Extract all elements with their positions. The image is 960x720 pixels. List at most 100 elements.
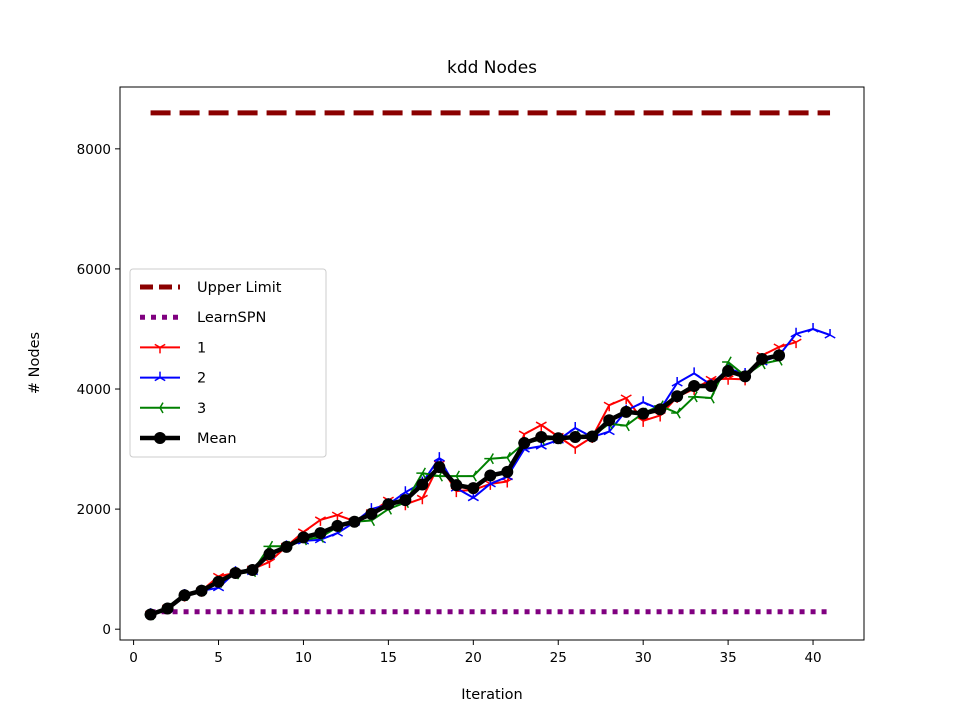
series-mean-point — [722, 365, 735, 378]
series-2-point — [569, 422, 581, 432]
x-tick-label: 10 — [295, 650, 312, 666]
series-2-point — [688, 367, 700, 378]
y-tick-label: 4000 — [77, 382, 111, 398]
series-mean-point — [433, 461, 446, 474]
series-3-point — [467, 470, 477, 482]
series-2-point — [603, 425, 615, 436]
series-3-point — [501, 451, 511, 464]
series-1-point — [637, 417, 649, 427]
series-1-point — [620, 394, 632, 405]
legend-marker — [154, 432, 166, 444]
series-3-point — [671, 407, 681, 419]
series-mean — [144, 349, 786, 621]
x-tick-label: 30 — [635, 650, 652, 666]
series-mean-point — [331, 519, 344, 532]
series-mean-point — [365, 507, 378, 520]
series-mean-point — [552, 432, 565, 445]
series-3-point — [688, 391, 698, 403]
chart-title: kdd Nodes — [447, 58, 537, 78]
series-mean-point — [484, 469, 497, 482]
legend-item-learnspn: LearnSPN — [140, 310, 266, 326]
series-2-point — [824, 328, 836, 339]
series-3-point — [620, 420, 630, 432]
series-mean-point — [195, 584, 208, 597]
series-2-point — [637, 396, 649, 406]
x-tick-label: 35 — [720, 650, 737, 666]
series-1-point — [569, 444, 581, 454]
x-tick-label: 25 — [550, 650, 567, 666]
series-mean-point — [416, 478, 429, 491]
legend-label: 1 — [197, 340, 206, 356]
series-mean-point — [501, 465, 514, 478]
series-3-point — [484, 453, 494, 465]
x-axis: 0 5 10 15 20 25 30 35 40 — [129, 640, 822, 666]
legend-box — [129, 268, 327, 458]
legend-item-3: 3 — [140, 401, 206, 417]
series-mean-point — [773, 349, 786, 362]
y-tick-label: 0 — [102, 622, 111, 638]
legend-label: 2 — [197, 371, 206, 387]
series-mean-point — [705, 380, 718, 393]
series-mean-point — [739, 370, 752, 383]
series-mean-point — [518, 437, 531, 450]
y-tick-label: 2000 — [77, 502, 111, 518]
y-tick-label: 8000 — [77, 142, 111, 158]
legend-item-mean: Mean — [140, 431, 237, 447]
series-mean-point — [450, 479, 463, 492]
series-mean-point — [178, 589, 191, 602]
series-mean-point — [535, 431, 548, 444]
series-mean-point — [756, 352, 769, 365]
legend-marker — [154, 402, 164, 414]
series-2-point — [671, 377, 683, 387]
legend-label: LearnSPN — [197, 310, 266, 326]
series-mean-point — [212, 575, 225, 588]
series-1-point — [314, 516, 327, 526]
series-mean-point — [348, 515, 361, 528]
legend-label: 3 — [197, 401, 206, 417]
series-mean-point — [688, 380, 701, 393]
series-3-point — [416, 467, 427, 479]
series-2-point — [807, 322, 819, 333]
series-mean-point — [314, 527, 327, 540]
series-mean-point — [161, 602, 174, 615]
series-mean-point — [637, 407, 650, 420]
legend-marker — [154, 343, 166, 354]
x-tick-label: 20 — [465, 650, 482, 666]
x-axis-label: Iteration — [461, 687, 523, 703]
legend-item-2: 2 — [140, 371, 206, 387]
plot-area — [144, 110, 836, 621]
series-mean-point — [297, 531, 310, 544]
y-axis: 0 2000 4000 6000 8000 — [77, 142, 120, 638]
series-2-point — [790, 327, 802, 338]
series-1-point — [416, 494, 428, 505]
legend-label: Mean — [197, 431, 237, 447]
series-mean-point — [569, 431, 582, 444]
series-mean-point — [280, 540, 293, 553]
y-tick-label: 6000 — [77, 262, 111, 278]
series-1-point — [603, 401, 615, 412]
series-mean-point — [382, 498, 395, 511]
series-mean-point — [144, 608, 157, 621]
series-mean-point — [399, 494, 412, 507]
series-mean-point — [671, 390, 684, 403]
series-mean-point — [603, 414, 616, 427]
legend-marker — [154, 371, 166, 382]
series-1-point — [535, 421, 547, 432]
legend-label: Upper Limit — [197, 280, 282, 296]
series-mean-point — [586, 430, 599, 443]
legend-item-upper-limit: Upper Limit — [140, 280, 282, 296]
legend-item-1: 1 — [140, 340, 206, 356]
y-axis-label: # Nodes — [27, 332, 43, 394]
series-2-point — [433, 452, 445, 462]
x-tick-label: 15 — [380, 650, 397, 666]
x-tick-label: 0 — [129, 650, 138, 666]
x-tick-label: 5 — [214, 650, 223, 666]
series-3-point — [705, 392, 715, 404]
legend: Upper Limit LearnSPN 1 2 3 Mean — [129, 268, 327, 458]
series-mean-point — [263, 548, 276, 561]
x-tick-label: 40 — [804, 650, 821, 666]
series-mean-point — [620, 405, 633, 418]
series-mean-point — [229, 567, 242, 580]
series-mean-point — [467, 482, 480, 495]
